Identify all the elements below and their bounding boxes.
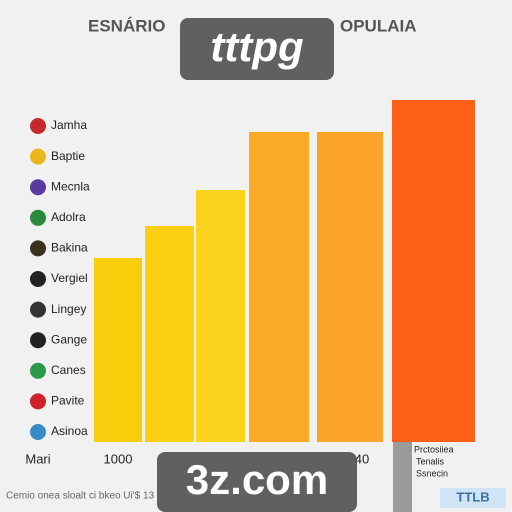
legend-label: Asinoa: [51, 424, 88, 438]
x-label: 1000: [104, 451, 133, 466]
legend-label: Bakina: [51, 241, 88, 255]
side-note: Ssnecin: [416, 468, 448, 478]
legend-label: Jamha: [51, 118, 87, 132]
legend-icon: [30, 424, 46, 440]
legend-label: Baptie: [51, 149, 85, 163]
logo: TTLB: [456, 489, 489, 504]
legend-icon: [30, 118, 46, 134]
legend-icon: [30, 271, 46, 287]
bar: [94, 258, 142, 442]
legend-icon: [30, 179, 46, 196]
chart-title: ESNÁRIO: [88, 16, 165, 35]
chart-title: OPULAIA: [340, 16, 417, 35]
footer: Cemio onea sloalt ci bkeo Ui'$ 13: [6, 491, 155, 502]
legend-icon: [30, 240, 46, 257]
x-label: 40: [355, 451, 369, 466]
watermark-box: [180, 18, 334, 80]
watermark-box: [157, 452, 357, 512]
legend-label: Vergiel: [51, 271, 88, 285]
legend-label: Gange: [51, 332, 87, 346]
side-note: Tenalis: [416, 456, 445, 466]
legend-label: Pavite: [51, 394, 85, 408]
bar: [317, 132, 383, 442]
logo-box: [440, 488, 506, 508]
legend-icon: [30, 393, 46, 410]
legend-icon: [30, 332, 46, 349]
watermark: 3z.com: [186, 456, 328, 503]
x-label: Mari: [25, 451, 50, 466]
legend-icon: [30, 301, 46, 318]
side-note: Prctosiiea: [414, 444, 454, 454]
legend-icon: [30, 148, 46, 165]
bar: [392, 100, 475, 442]
legend-label: Lingey: [51, 302, 86, 316]
legend-label: Adolra: [51, 210, 86, 224]
axis-post: [393, 442, 412, 512]
legend-label: Canes: [51, 363, 86, 377]
legend-icon: [30, 362, 46, 379]
legend-label: Mecnla: [51, 179, 90, 193]
bar: [145, 226, 194, 442]
bar: [249, 132, 309, 442]
watermark: tttpg: [210, 23, 303, 70]
bar: [196, 190, 245, 442]
legend-icon: [30, 209, 46, 226]
